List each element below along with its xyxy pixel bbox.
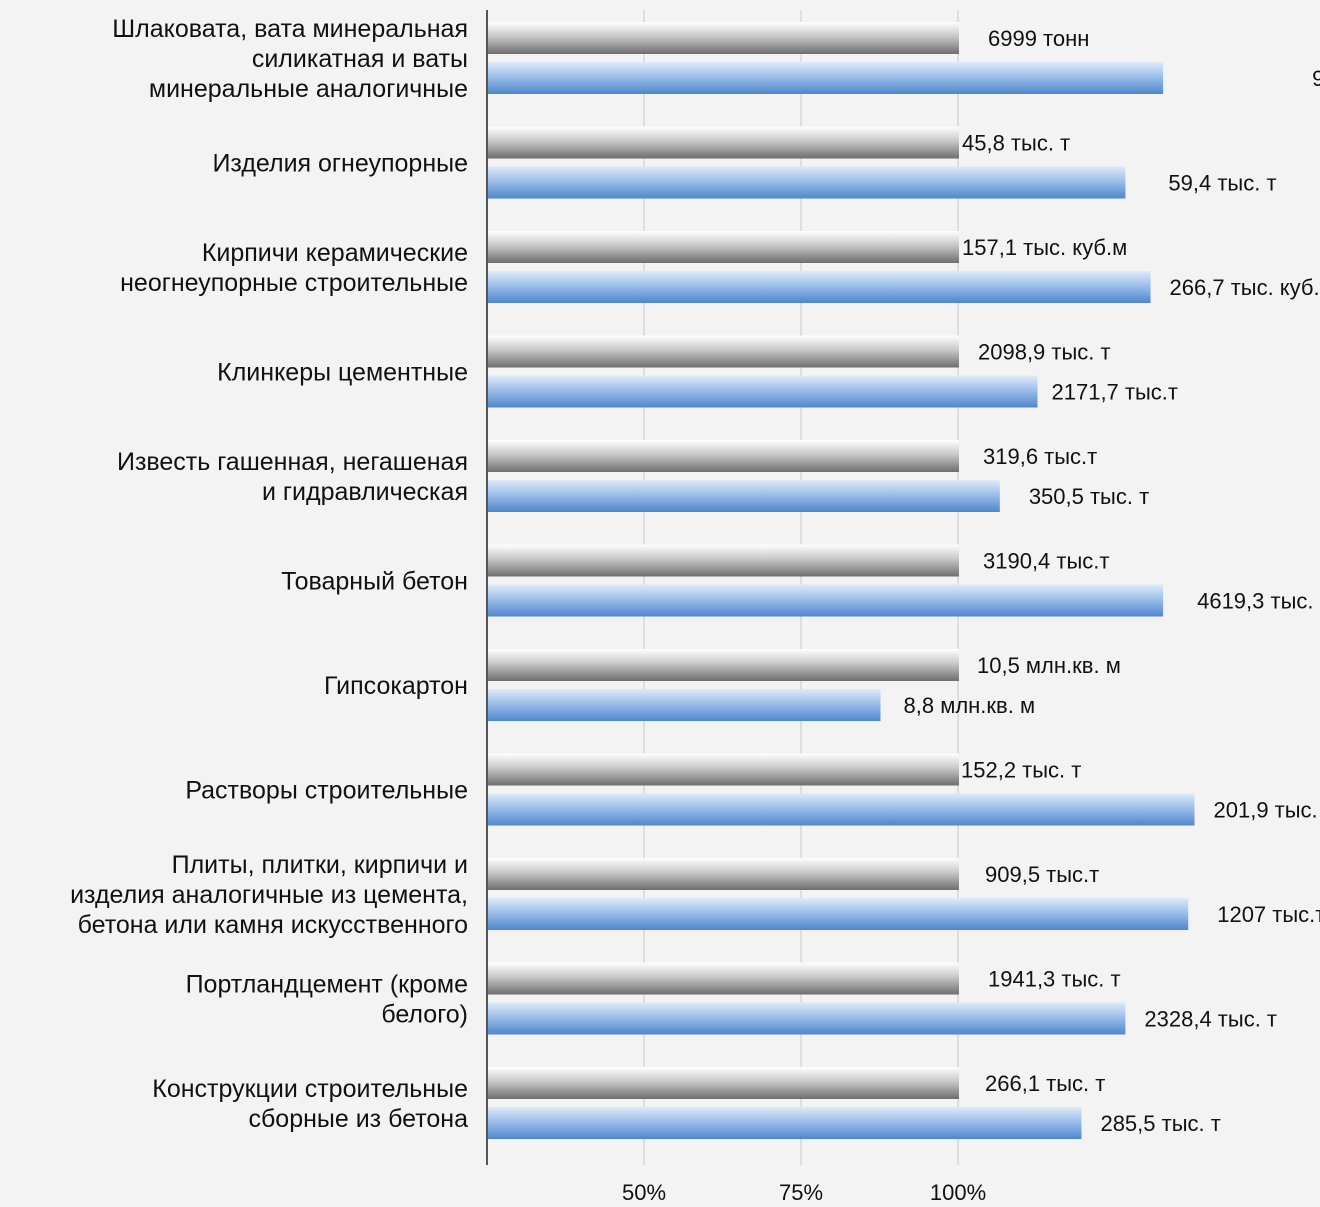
- category-label: Известь гашенная, негашеная: [117, 448, 468, 476]
- category-label: бетона или камня искусственного: [78, 911, 468, 939]
- grey-bar: [488, 22, 959, 54]
- blue-bar: [488, 62, 1164, 94]
- grey-bar: [488, 1067, 959, 1099]
- bar-value-label: 285,5 тыс. т: [1100, 1111, 1220, 1136]
- bar-value-label: 1207 тыс.т: [1217, 902, 1320, 927]
- grey-bar: [488, 335, 959, 368]
- x-tick-label: 50%: [622, 1180, 666, 1205]
- bar-value-label: 2098,9 тыс. т: [978, 340, 1111, 365]
- grey-bar: [488, 962, 959, 995]
- bar-value-label: 152,2 тыс. т: [961, 758, 1081, 783]
- category-label: изделия аналогичные из цемента,: [70, 881, 468, 909]
- bar-value-label: 350,5 тыс. т: [1029, 484, 1149, 509]
- grey-bar: [488, 544, 959, 577]
- category-label: Товарный бетон: [281, 568, 468, 596]
- category-label: неогнеупорные строительные: [120, 269, 468, 297]
- blue-bar: [488, 375, 1038, 408]
- grey-bar: [488, 649, 959, 681]
- bar-value-label: 2328,4 тыс. т: [1144, 1007, 1277, 1032]
- blue-bar: [488, 793, 1195, 826]
- category-label: Портландцемент (кроме: [186, 971, 468, 999]
- category-label: белого): [381, 1001, 468, 1029]
- category-label: Кирпичи керамические: [202, 239, 468, 267]
- category-label: силикатная и ваты: [252, 45, 468, 73]
- category-label: минеральные аналогичные: [149, 75, 468, 103]
- bar-value-label: 45,8 тыс. т: [962, 131, 1070, 156]
- blue-bar: [488, 898, 1189, 930]
- category-label: и гидравлическая: [262, 478, 468, 506]
- x-tick-label: 75%: [779, 1180, 823, 1205]
- bar-value-label: 201,9 тыс. т: [1214, 798, 1320, 823]
- category-label: Клинкеры цементные: [217, 359, 468, 387]
- category-label: Гипсокартон: [324, 672, 468, 700]
- grey-bar: [488, 753, 959, 786]
- x-tick-label: 100%: [930, 1180, 986, 1205]
- category-label: Изделия огнеупорные: [212, 150, 468, 178]
- bar-value-label: 266,1 тыс. т: [985, 1071, 1105, 1096]
- grey-bar: [488, 440, 959, 472]
- category-label: Шлаковата, вата минеральная: [112, 15, 468, 43]
- category-label: Плиты, плитки, кирпичи и: [172, 851, 468, 879]
- bar-value-label: 3190,4 тыс.т: [983, 549, 1109, 574]
- bar-value-label: 59,4 тыс. т: [1168, 171, 1276, 196]
- blue-bar: [488, 166, 1126, 199]
- bar-value-label: 10,5 млн.кв. м: [977, 653, 1121, 678]
- category-label: сборные из бетона: [248, 1105, 468, 1133]
- grey-bar: [488, 231, 959, 263]
- bar-value-label: 9724 тонн: [1312, 66, 1320, 91]
- bar-value-label: 266,7 тыс. куб.м: [1170, 275, 1320, 300]
- bar-value-label: 909,5 тыс.т: [985, 862, 1099, 887]
- bar-value-label: 157,1 тыс. куб.м: [962, 235, 1127, 260]
- bar-value-label: 2171,7 тыс.т: [1052, 380, 1178, 405]
- bars: [488, 22, 1195, 1139]
- bar-value-label: 4619,3 тыс. т: [1197, 589, 1320, 614]
- blue-bar: [488, 480, 1000, 512]
- bar-value-label: 319,6 тыс.т: [983, 444, 1097, 469]
- blue-bar: [488, 584, 1164, 617]
- bar-value-label: 6999 тонн: [988, 26, 1089, 51]
- blue-bar: [488, 271, 1151, 303]
- grey-bar: [488, 126, 959, 159]
- grey-bar: [488, 858, 959, 890]
- bar-value-label: 1941,3 тыс. т: [988, 967, 1121, 992]
- blue-bar: [488, 1107, 1082, 1139]
- axes: 50% 75% 100%: [486, 10, 986, 1205]
- category-label: Растворы строительные: [185, 777, 468, 805]
- value-labels: 6999 тонн 9724 тонн 45,8 тыс. т 59,4 тыс. т…: [904, 26, 1320, 1136]
- blue-bar: [488, 689, 881, 721]
- blue-bar: [488, 1002, 1126, 1035]
- bar-value-label: 8,8 млн.кв. м: [904, 693, 1036, 718]
- category-label: Конструкции строительные: [152, 1075, 468, 1103]
